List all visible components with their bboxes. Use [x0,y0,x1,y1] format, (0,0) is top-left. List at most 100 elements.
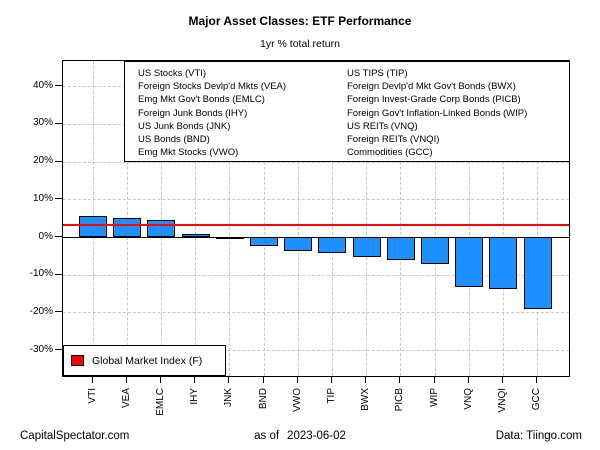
horizontal-gridline [63,350,569,352]
vertical-gridline [434,61,436,376]
bar-VNQ [455,237,484,288]
y-axis-tick-mark [55,122,62,124]
vertical-gridline [366,61,368,376]
x-axis-tick-label-VTI: VTI [86,388,98,404]
chart-title: Major Asset Classes: ETF Performance [188,14,412,28]
x-axis-tick-mark [501,377,503,383]
y-axis-tick-mark [55,198,62,200]
footer-asof-date: 2023-06-02 [287,430,346,442]
y-axis-tick-label: 20% [32,155,53,167]
x-axis-tick-mark [91,377,93,383]
asset-legend-item: Foreign Gov't Inflation-Linked Bonds (WI… [347,107,528,119]
x-axis-tick-mark [433,377,435,383]
x-axis-tick-mark [262,377,264,383]
asset-legend-item: Foreign Devlp'd Mkt Gov't Bonds (BWX) [347,81,516,93]
y-axis-tick-mark [55,311,62,313]
asset-legend-item: Emg Mkt Stocks (VWO) [138,147,239,159]
vertical-gridline [160,61,162,376]
x-axis-tick-mark [296,377,298,383]
x-axis-tick-mark [228,377,230,383]
vertical-gridline [263,61,265,376]
y-axis-tick-label: 10% [32,192,53,204]
x-axis-tick-label-VNQI: VNQI [496,388,508,413]
x-axis-tick-label-EMLC: EMLC [154,388,166,416]
benchmark-swatch-icon [71,355,84,366]
vertical-gridline [468,61,470,376]
bar-VNQI [489,237,518,290]
y-axis-tick-label: 40% [32,79,53,91]
y-axis-tick-label: -10% [29,268,53,280]
asset-legend-box: US Stocks (VTI) Foreign Stocks Devlp'd Mk… [124,61,570,162]
benchmark-legend-box: Global Market Index (F) [63,345,226,376]
x-axis-tick-mark [365,377,367,383]
vertical-gridline [537,61,539,376]
horizontal-gridline [63,161,569,163]
chart-subtitle: 1yr % total return [260,38,340,50]
x-axis-tick-label-PICB: PICB [394,388,406,412]
asset-legend-right-column: US TIPS (TIP) Foreign Devlp'd Mkt Gov't B… [347,67,569,161]
asset-legend-item: Commodities (GCC) [347,147,433,159]
bar-VWO [284,237,313,251]
vertical-gridline [502,61,504,376]
asset-legend-item: Emg Mkt Gov't Bonds (EMLC) [138,94,265,106]
benchmark-line [63,223,569,226]
vertical-gridline [297,61,299,376]
bar-WIP [421,237,449,265]
x-axis-tick-mark [194,377,196,383]
asset-legend-item: US REITs (VNQ) [347,120,418,132]
asset-legend-item: US TIPS (TIP) [347,68,408,79]
bar-VEA [113,217,142,237]
y-axis-tick-label: -30% [29,343,53,355]
asset-legend-item: Foreign Stocks Devlp'd Mkts (VEA) [138,81,287,93]
bar-BWX [352,237,381,257]
x-axis-tick-label-IHY: IHY [189,388,201,405]
bar-IHY [181,234,210,237]
vertical-gridline [400,61,402,376]
footer-site: CapitalSpectator.com [20,430,130,442]
x-axis-tick-label-VEA: VEA [120,388,132,409]
zero-axis-line [63,237,569,238]
x-axis-tick-label-JNK: JNK [223,388,235,407]
vertical-gridline [195,61,197,376]
asset-legend-item: US Bonds (BND) [138,134,210,146]
horizontal-gridline [63,312,569,314]
asset-legend-item: Foreign Junk Bonds (IHY) [138,107,248,119]
y-axis-tick-mark [55,160,62,162]
x-axis-tick-mark [159,377,161,383]
x-axis-tick-label-GCC: GCC [531,388,543,411]
bar-VTI [79,215,107,237]
x-axis-tick-mark [467,377,469,383]
y-axis-tick-label: -20% [29,305,53,317]
plot-area: US Stocks (VTI) Foreign Stocks Devlp'd Mk… [62,60,570,377]
x-axis-tick-label-VNQ: VNQ [462,388,474,410]
asset-legend-item: US Junk Bonds (JNK) [138,120,231,132]
x-axis-tick-mark [399,377,401,383]
x-axis-tick-label-BWX: BWX [360,388,372,411]
y-axis-tick-mark [55,85,62,87]
bar-EMLC [147,219,176,237]
x-axis-tick-mark [330,377,332,383]
x-axis-tick-label-TIP: TIP [325,388,337,404]
x-axis-tick-label-WIP: WIP [428,388,440,407]
vertical-gridline [331,61,333,376]
bar-TIP [318,237,347,254]
asset-legend-left-column: US Stocks (VTI) Foreign Stocks Devlp'd Mk… [125,67,347,161]
asset-legend-item: US Stocks (VTI) [138,68,207,79]
x-axis-tick-label-BND: BND [257,388,269,410]
y-axis-tick-mark [55,349,62,351]
vertical-gridline [229,61,231,376]
footer-asof: as of 2023-06-02 [0,430,600,442]
y-axis-tick-label: 0% [38,230,53,242]
asset-legend-item: Foreign Invest-Grade Corp Bonds (PICB) [347,94,521,106]
horizontal-gridline [63,274,569,276]
x-axis-tick-mark [125,377,127,383]
y-axis-tick-mark [55,273,62,275]
footer-asof-prefix: as of [254,430,280,442]
bar-BND [250,237,278,247]
asset-legend-item: Foreign REITs (VNQI) [347,134,440,146]
bar-PICB [386,237,415,261]
y-axis-tick-label: 30% [32,117,53,129]
benchmark-legend-label: Global Market Index (F) [92,354,203,367]
x-axis-tick-label-VWO: VWO [291,388,303,412]
bar-GCC [523,237,552,309]
